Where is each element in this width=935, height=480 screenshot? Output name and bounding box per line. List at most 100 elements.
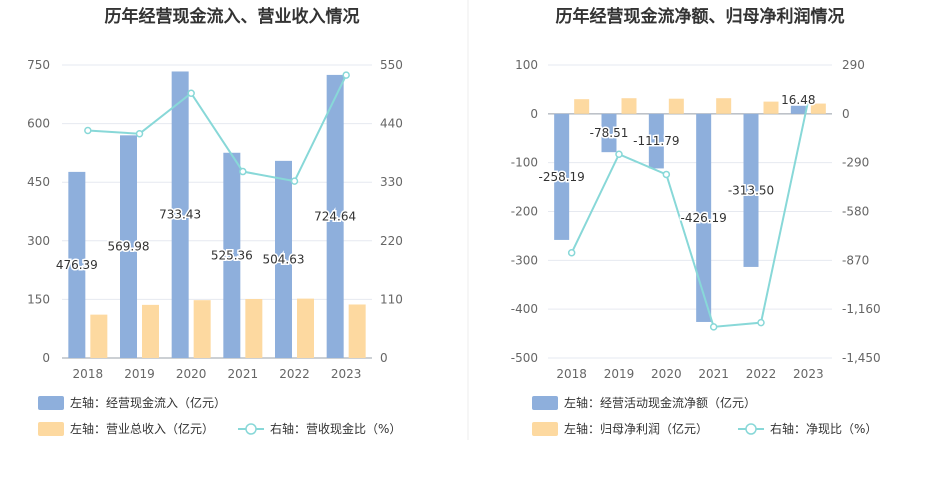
x-axis-tick-label: 2022 xyxy=(746,367,777,381)
bar-primary xyxy=(743,113,759,267)
x-axis-tick-label: 2019 xyxy=(604,367,635,381)
chart-cash-inflow-revenue: 历年经营现金流入、营业收入情况 0 0 150 110 300 220 450 330 600 44… xyxy=(27,6,403,436)
left-axis-tick-label: 450 xyxy=(27,175,50,189)
bar-secondary xyxy=(193,300,211,358)
chart-title: 历年经营现金流净额、归母净利润情况 xyxy=(556,6,845,27)
right-axis-tick-label: 0 xyxy=(380,351,388,365)
x-axis-tick-label: 2020 xyxy=(651,367,682,381)
right-axis-tick-label: -1,450 xyxy=(842,351,881,365)
legend-label[interactable]: 左轴：营业总收入（亿元） xyxy=(70,421,214,436)
ratio-point xyxy=(709,323,718,331)
ratio-point xyxy=(804,96,813,104)
left-axis-tick-label: 0 xyxy=(42,351,50,365)
left-axis-tick-label: -500 xyxy=(511,351,538,365)
bar-primary xyxy=(601,113,617,153)
right-axis-tick-label: 0 xyxy=(842,107,850,121)
x-axis-tick-label: 2023 xyxy=(331,367,362,381)
legend-line-marker[interactable] xyxy=(745,423,757,435)
right-axis-tick-label: 330 xyxy=(380,175,403,189)
bar-secondary xyxy=(621,98,637,114)
legend-label[interactable]: 右轴：营收现金比（%） xyxy=(270,421,401,436)
legend-swatch[interactable] xyxy=(532,422,558,436)
ratio-point xyxy=(84,126,92,135)
right-axis-tick-label: 440 xyxy=(380,117,403,131)
x-axis-tick-label: 2021 xyxy=(228,367,259,381)
ratio-point xyxy=(567,249,576,257)
x-axis-tick-label: 2021 xyxy=(698,367,729,381)
ratio-point xyxy=(135,129,144,138)
ratio-point xyxy=(615,150,623,158)
left-axis-tick-label: -200 xyxy=(511,205,538,219)
bar-secondary xyxy=(574,99,590,114)
bar-data-label: -111.79 xyxy=(633,134,679,148)
legend-label[interactable]: 左轴：经营现金流入（亿元） xyxy=(70,395,226,410)
legend-label[interactable]: 左轴：经营活动现金流净额（亿元） xyxy=(564,395,756,410)
bar-primary xyxy=(790,105,806,114)
bar-secondary xyxy=(245,299,263,358)
chart-title: 历年经营现金流入、营业收入情况 xyxy=(105,6,360,27)
bar-data-label: -313.50 xyxy=(728,183,774,197)
bar-data-label: -78.51 xyxy=(590,126,629,140)
bar-primary xyxy=(275,160,292,358)
ratio-point xyxy=(757,318,765,327)
ratio-point xyxy=(342,71,350,79)
bar-secondary xyxy=(142,304,159,358)
left-axis-tick-label: 750 xyxy=(27,58,50,72)
right-axis-tick-label: 290 xyxy=(842,58,865,72)
bar-data-label: 476.39 xyxy=(56,258,98,272)
bar-data-label: 504.63 xyxy=(263,252,305,266)
bar-secondary xyxy=(348,304,366,358)
bar-primary xyxy=(648,113,664,169)
right-axis-tick-label: -290 xyxy=(842,156,869,170)
left-axis-tick-label: -400 xyxy=(511,302,538,316)
bar-data-label: 733.43 xyxy=(159,208,201,222)
left-axis-tick-label: 150 xyxy=(27,292,50,306)
legend-label[interactable]: 右轴：净现比（%） xyxy=(770,421,877,436)
legend-swatch[interactable] xyxy=(38,422,64,436)
bar-primary xyxy=(171,71,189,359)
bar-primary xyxy=(223,152,241,358)
legend-label[interactable]: 左轴：归母净利润（亿元） xyxy=(564,421,708,436)
bar-data-label: 525.36 xyxy=(211,248,253,262)
right-axis-tick-label: -580 xyxy=(842,205,869,219)
x-axis-tick-label: 2019 xyxy=(124,367,155,381)
bar-primary xyxy=(120,135,137,358)
bar-primary xyxy=(554,113,570,240)
x-axis-tick-label: 2023 xyxy=(793,367,824,381)
right-axis-tick-label: 220 xyxy=(380,234,403,248)
bar-data-label: 569.98 xyxy=(108,240,150,254)
left-axis-tick-label: 100 xyxy=(515,58,538,72)
ratio-line xyxy=(570,99,810,328)
left-axis-tick-label: -100 xyxy=(511,156,538,170)
bar-secondary xyxy=(763,101,779,114)
left-axis-tick-label: 0 xyxy=(530,107,538,121)
bar-data-label: -426.19 xyxy=(681,211,727,225)
legend-line-marker[interactable] xyxy=(245,423,257,435)
bar-primary xyxy=(68,171,86,358)
ratio-line xyxy=(87,74,348,183)
bar-data-label: 724.64 xyxy=(314,209,356,223)
bar-primary xyxy=(696,113,712,322)
left-axis-tick-label: -300 xyxy=(511,253,538,267)
bar-data-label: -258.19 xyxy=(539,170,585,184)
ratio-point xyxy=(662,170,671,179)
bar-data-label: 16.48 xyxy=(781,93,815,107)
x-axis-tick-label: 2022 xyxy=(279,367,310,381)
x-axis-tick-label: 2018 xyxy=(556,367,587,381)
chart-net-cash-flow-profit: 历年经营现金流净额、归母净利润情况 -500 -1,450 -400 -1,160 -30… xyxy=(511,6,881,436)
bar-secondary xyxy=(716,98,732,114)
bar-secondary xyxy=(297,298,314,358)
legend-swatch[interactable] xyxy=(532,396,558,410)
x-axis-tick-label: 2020 xyxy=(176,367,207,381)
left-axis-tick-label: 300 xyxy=(27,234,50,248)
bar-secondary xyxy=(810,103,826,114)
left-axis-tick-label: 600 xyxy=(27,117,50,131)
legend-swatch[interactable] xyxy=(38,396,64,410)
x-axis-tick-label: 2018 xyxy=(73,367,104,381)
right-axis-tick-label: -870 xyxy=(842,253,869,267)
right-axis-tick-label: -1,160 xyxy=(842,302,881,316)
ratio-point xyxy=(290,177,299,185)
ratio-point xyxy=(239,167,247,176)
bar-secondary xyxy=(90,314,108,358)
